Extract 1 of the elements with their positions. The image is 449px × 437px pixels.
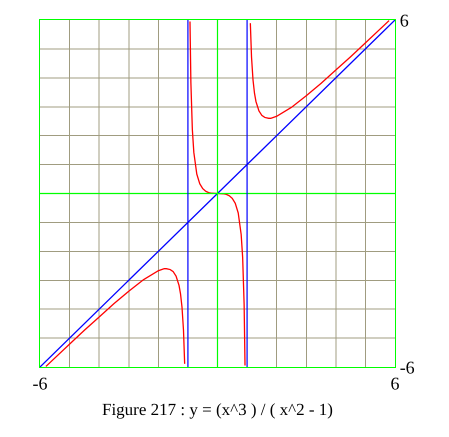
text: Figure 217 : y = (x^3 ) / ( x^2 - 1) <box>102 400 333 419</box>
